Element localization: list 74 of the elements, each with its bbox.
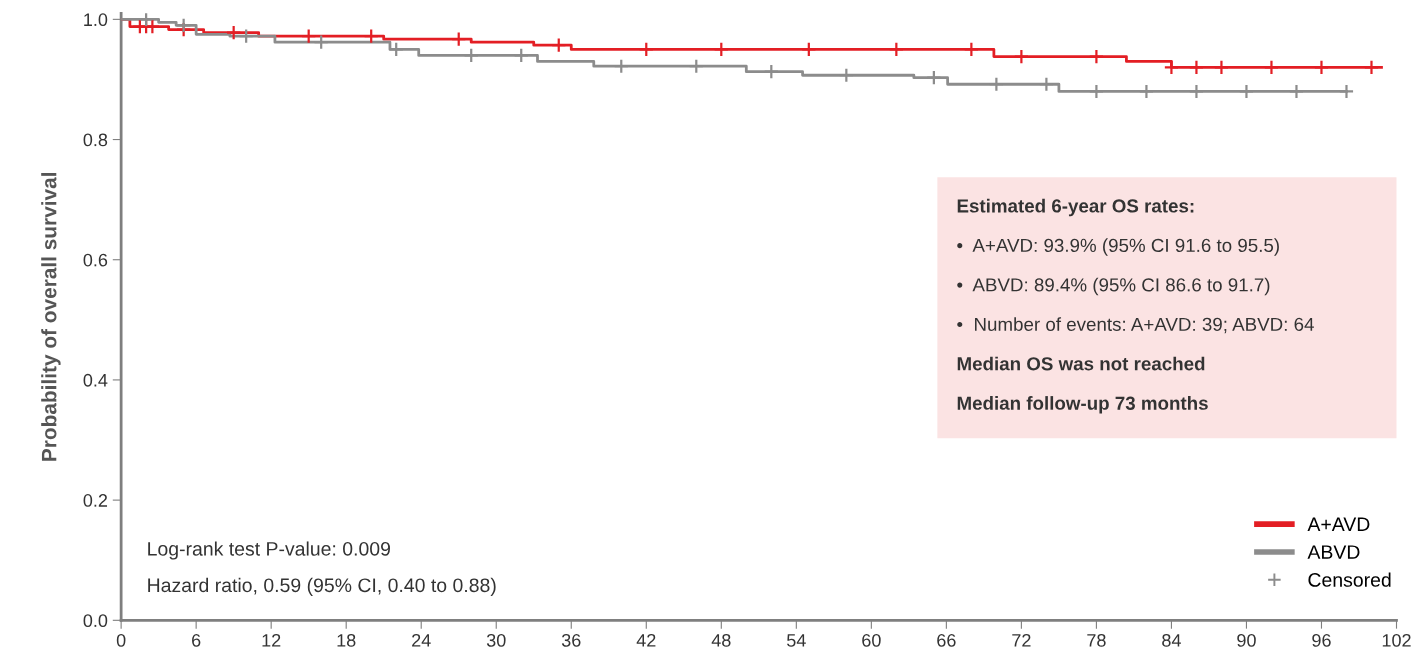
point [1288,83,1305,100]
point [713,41,729,58]
x-tick-label: 36 [561,633,581,647]
legend-label: Censored [1308,572,1391,587]
legend-label: ABVD [1307,545,1360,559]
point [1338,83,1355,100]
point [801,41,817,58]
x-tick-label: 84 [1162,633,1181,647]
annotation: • ABVD: 89.4% (95% CI 86.6 to 91.7) [957,277,1270,296]
y-tick-label: 0.2 [83,494,108,507]
point [463,47,479,64]
x-tick-label: 96 [1312,633,1331,647]
annotation: Estimated 6-year OS rates: [957,198,1194,217]
point [551,37,567,53]
annotation: • Number of events: A+AVD: 39; ABVD: 64 [957,317,1314,334]
y-tick-label: 0.8 [83,133,108,147]
x-tick-label: 78 [1087,633,1106,647]
annotation: Hazard ratio, 0.59 (95% CI, 0.40 to 0.88) [148,577,496,596]
point [451,31,467,47]
y-tick-label: 0.6 [83,253,108,267]
x-tick-label: 54 [787,634,806,647]
x-tick-label: 24 [412,633,431,647]
point [1263,59,1280,76]
x-tick-label: 60 [862,633,881,647]
annotation: Median follow-up 73 months [957,396,1208,414]
point [388,41,404,58]
annotation: Median OS was not reached [957,356,1205,371]
point [963,41,980,58]
point [638,41,654,58]
annotation: • A+AVD: 93.9% (95% CI 91.6 to 95.5) [957,238,1279,256]
x-tick-label: 102 [1382,633,1411,647]
x-tick-label: 30 [486,633,506,647]
point [300,28,317,44]
point [1363,59,1380,76]
point [175,17,192,34]
point [225,24,242,41]
point [888,41,905,58]
x-tick-label: 12 [262,633,281,647]
point [1238,83,1255,100]
x-tick-label: 18 [337,633,356,647]
point [613,58,629,74]
point [1088,83,1105,100]
x-tick-label: 72 [1012,633,1031,647]
annotation: Log-rank test P-value: 0.009 [148,541,390,560]
point [238,28,254,44]
point [838,67,855,83]
point [688,58,704,74]
y-tick-label: 0.4 [83,373,108,387]
point [1188,83,1205,100]
point [138,13,154,28]
x-tick-label: 0 [116,633,126,647]
x-tick-label: 48 [711,633,731,647]
point [1188,59,1205,76]
x-tick-label: 6 [192,633,201,647]
y-tick-label: 1.0 [84,13,108,27]
x-tick-label: 90 [1237,633,1256,647]
point [313,34,329,50]
point [1088,48,1105,65]
x-tick-label: 66 [937,633,956,647]
point [513,47,529,64]
point [1038,76,1055,92]
point [1138,83,1155,100]
point [763,63,780,80]
y-tick-label: 0.0 [83,614,108,628]
point [363,28,379,44]
legend-label: A+AVD [1307,517,1370,531]
point [1213,59,1230,76]
point [926,69,942,86]
point [1163,59,1180,76]
point [988,76,1005,92]
y-axis-title: Probability of overall survival [41,172,61,461]
x-tick-label: 42 [636,633,656,647]
point [1313,59,1330,76]
point [1013,48,1030,65]
